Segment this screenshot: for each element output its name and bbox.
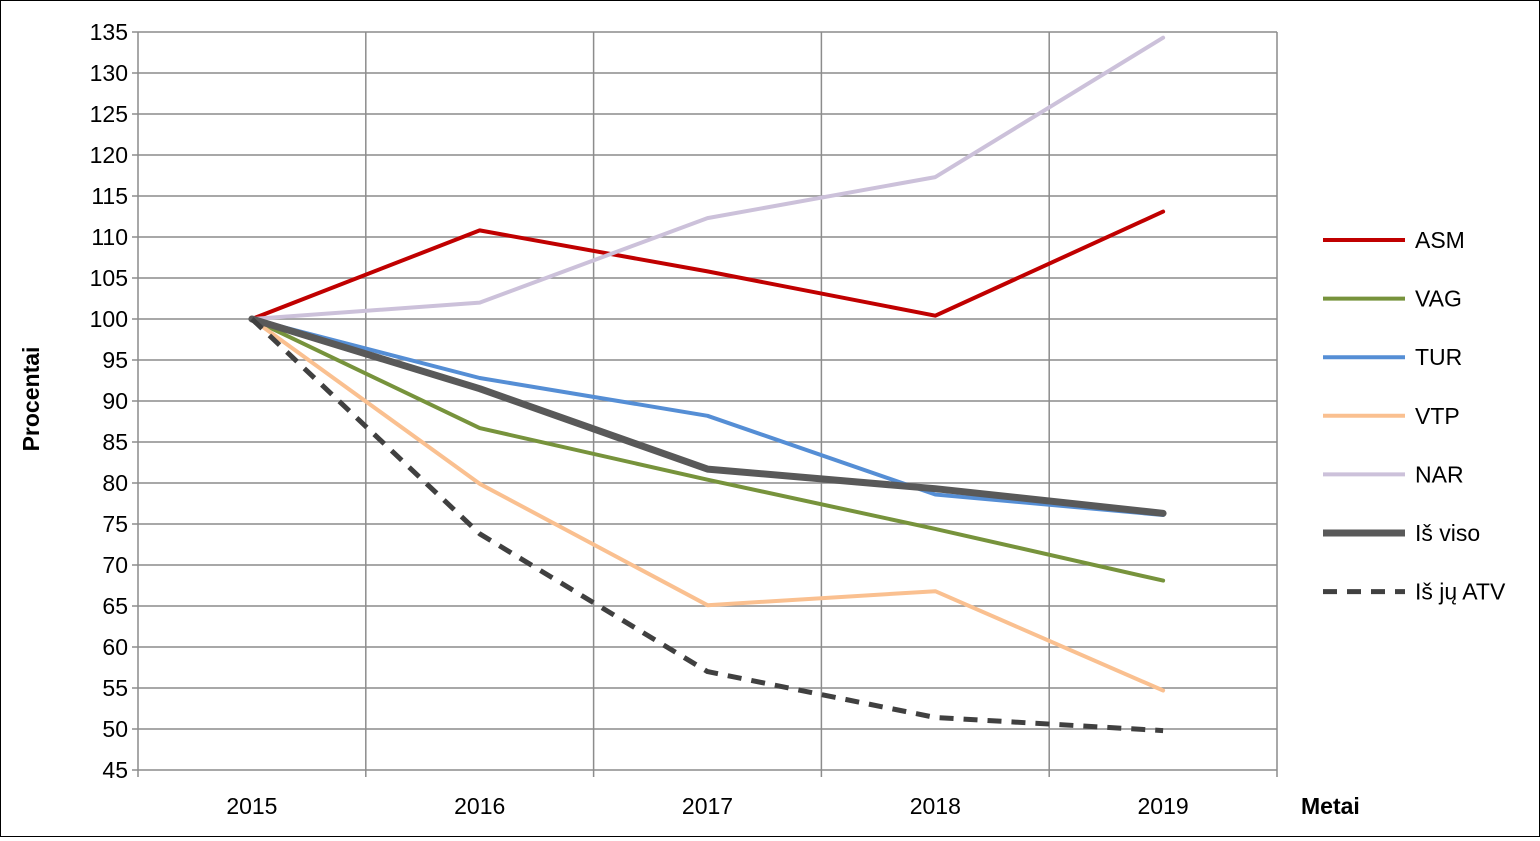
y-tick-label: 110 (91, 224, 128, 250)
legend-label: VAG (1415, 286, 1462, 312)
legend-label: Iš jų ATV (1415, 579, 1506, 605)
legend-label: VTP (1415, 403, 1460, 429)
series-line-iš-viso (248, 315, 1167, 517)
series-line-tur (249, 317, 1166, 517)
x-tick-label: 2015 (226, 793, 277, 819)
y-tick-label: 105 (90, 265, 128, 291)
y-tick-label: 85 (102, 429, 128, 455)
y-tick-label: 80 (102, 470, 128, 496)
gridlines (138, 31, 1278, 770)
x-tick-label: 2019 (1138, 793, 1189, 819)
y-tick-label: 130 (90, 60, 128, 86)
series-line-nar (249, 35, 1166, 321)
x-tick-label: 2018 (910, 793, 961, 819)
axes (132, 31, 1278, 777)
y-tick-labels: 45 50 55 60 65 70 75 80 85 90 95 100 105 110 115 120 125… (90, 19, 128, 783)
y-tick-label: 70 (102, 552, 128, 578)
y-tick-label: 55 (102, 675, 128, 701)
y-tick-label: 65 (102, 593, 128, 619)
legend: ASM VAG TUR VTP NAR Iš viso Iš jų ATV (1323, 227, 1506, 605)
series-line-asm (249, 209, 1166, 321)
legend-label: NAR (1415, 461, 1464, 487)
y-tick-label: 50 (102, 716, 128, 742)
y-axis-title: Procentai (18, 347, 44, 452)
y-tick-label: 60 (102, 634, 128, 660)
x-tick-labels: 2015 2016 2017 2018 2019 (226, 793, 1188, 819)
series-line-vag (249, 317, 1166, 583)
x-tick-label: 2016 (454, 793, 505, 819)
series-line-iš-jų-atv (250, 317, 1164, 734)
legend-label: Iš viso (1415, 520, 1480, 546)
x-axis-title: Metai (1301, 793, 1360, 819)
y-tick-label: 90 (102, 388, 128, 414)
legend-label: TUR (1415, 344, 1462, 370)
y-tick-label: 100 (90, 306, 128, 332)
x-tick-label: 2017 (682, 793, 733, 819)
y-tick-label: 95 (102, 347, 128, 373)
y-tick-label: 115 (91, 183, 128, 209)
legend-label: ASM (1415, 227, 1465, 253)
series-lines (248, 35, 1167, 734)
series-line-vtp (249, 317, 1166, 693)
y-tick-label: 45 (102, 757, 128, 783)
y-tick-label: 75 (102, 511, 128, 537)
y-tick-label: 120 (90, 142, 128, 168)
y-tick-label: 135 (90, 19, 128, 45)
y-tick-label: 125 (90, 101, 128, 127)
